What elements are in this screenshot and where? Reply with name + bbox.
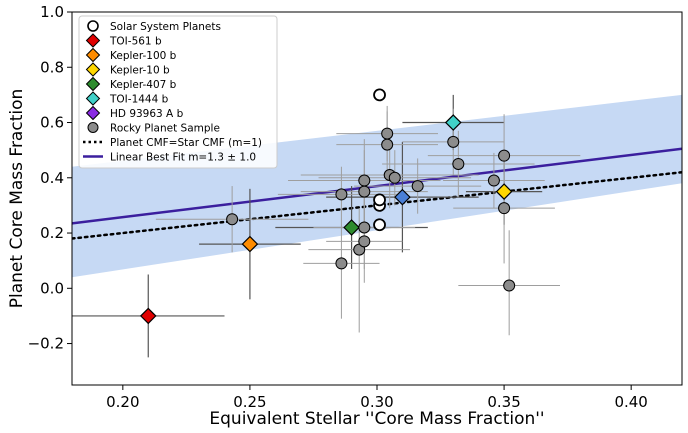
rocky-planet-point bbox=[388, 171, 401, 184]
legend-label: TOI-561 b bbox=[109, 36, 162, 48]
legend-marker-filled-circle bbox=[87, 122, 99, 133]
rocky-planet-point bbox=[358, 221, 371, 234]
y-tick-label: 0.0 bbox=[40, 279, 64, 297]
solar-system-point bbox=[373, 218, 386, 232]
y-axis-title: Planet Core Mass Fraction bbox=[7, 89, 27, 309]
legend-label: Kepler-407 b bbox=[110, 79, 177, 91]
y-tick-label: 1.0 bbox=[40, 3, 64, 21]
x-tick-label: 0.30 bbox=[360, 393, 393, 411]
rocky-planet-point bbox=[381, 127, 394, 140]
planet-diamond-point bbox=[444, 114, 462, 131]
legend-marker-open-circle bbox=[87, 20, 99, 32]
rocky-planet-point bbox=[498, 149, 511, 162]
planet-diamond-point bbox=[495, 183, 513, 200]
rocky-planet-point bbox=[452, 157, 465, 170]
rocky-planet-point bbox=[358, 174, 371, 187]
x-tick-label: 0.40 bbox=[614, 393, 647, 411]
legend-marker-diamond bbox=[85, 33, 101, 48]
legend-label: Rocky Planet Sample bbox=[110, 123, 220, 135]
rocky-planet-point bbox=[335, 188, 348, 201]
y-tick-label: 0.8 bbox=[40, 58, 64, 76]
legend-label: Kepler-10 b bbox=[110, 65, 170, 77]
x-tick-label: 0.35 bbox=[487, 393, 520, 411]
legend-label: Kepler-100 b bbox=[110, 50, 177, 62]
rocky-planet-point bbox=[498, 202, 511, 215]
rocky-planet-point bbox=[358, 235, 371, 248]
legend-label: Solar System Planets bbox=[110, 21, 221, 33]
axes-layer: 0.20 0.25 0.30 0.35 0.40 −0.2 0.0 0.2 0.4 0.6 0.8 1… bbox=[7, 3, 648, 429]
rocky-planet-point bbox=[381, 138, 394, 151]
legend-marker-diamond bbox=[85, 62, 101, 77]
legend-label: Planet CMF=Star CMF (m=1) bbox=[110, 137, 262, 149]
legend-label: HD 93963 A b bbox=[110, 108, 184, 120]
planet-diamond-point bbox=[394, 188, 411, 206]
y-tick-label: 0.6 bbox=[40, 114, 64, 132]
legend-label: TOI-1444 b bbox=[109, 94, 169, 106]
y-tick-label: 0.4 bbox=[40, 169, 64, 187]
rocky-planet-point bbox=[487, 174, 500, 187]
legend-marker-diamond bbox=[85, 91, 101, 106]
legend-box bbox=[78, 15, 278, 169]
x-axis-title: Equivalent Stellar ''Core Mass Fraction'… bbox=[209, 409, 544, 429]
points-layer bbox=[139, 88, 516, 325]
rocky-planet-point bbox=[358, 185, 371, 198]
planet-diamond-point bbox=[139, 307, 157, 325]
solar-system-point bbox=[373, 193, 386, 207]
x-tick-label: 0.25 bbox=[233, 393, 266, 411]
y-tick-label: −0.2 bbox=[28, 335, 64, 353]
legend: Solar System Planets TOI-561 b Kepler-100 … bbox=[78, 15, 278, 169]
rocky-planet-point bbox=[447, 135, 460, 148]
rocky-planet-point bbox=[335, 257, 348, 270]
planet-diamond-point bbox=[343, 219, 360, 236]
legend-marker-diamond bbox=[85, 105, 101, 121]
y-tick-label: 0.2 bbox=[40, 224, 64, 242]
legend-label: Linear Best Fit m=1.3 ± 1.0 bbox=[110, 152, 256, 164]
rocky-planet-point bbox=[411, 180, 424, 193]
solar-system-point bbox=[373, 88, 386, 102]
x-tick-label: 0.20 bbox=[106, 393, 139, 411]
legend-marker-diamond bbox=[85, 76, 101, 92]
legend-marker-diamond bbox=[85, 47, 101, 63]
rocky-planet-point bbox=[226, 213, 239, 226]
planet-diamond-point bbox=[241, 235, 259, 253]
rocky-planet-point bbox=[503, 279, 516, 292]
